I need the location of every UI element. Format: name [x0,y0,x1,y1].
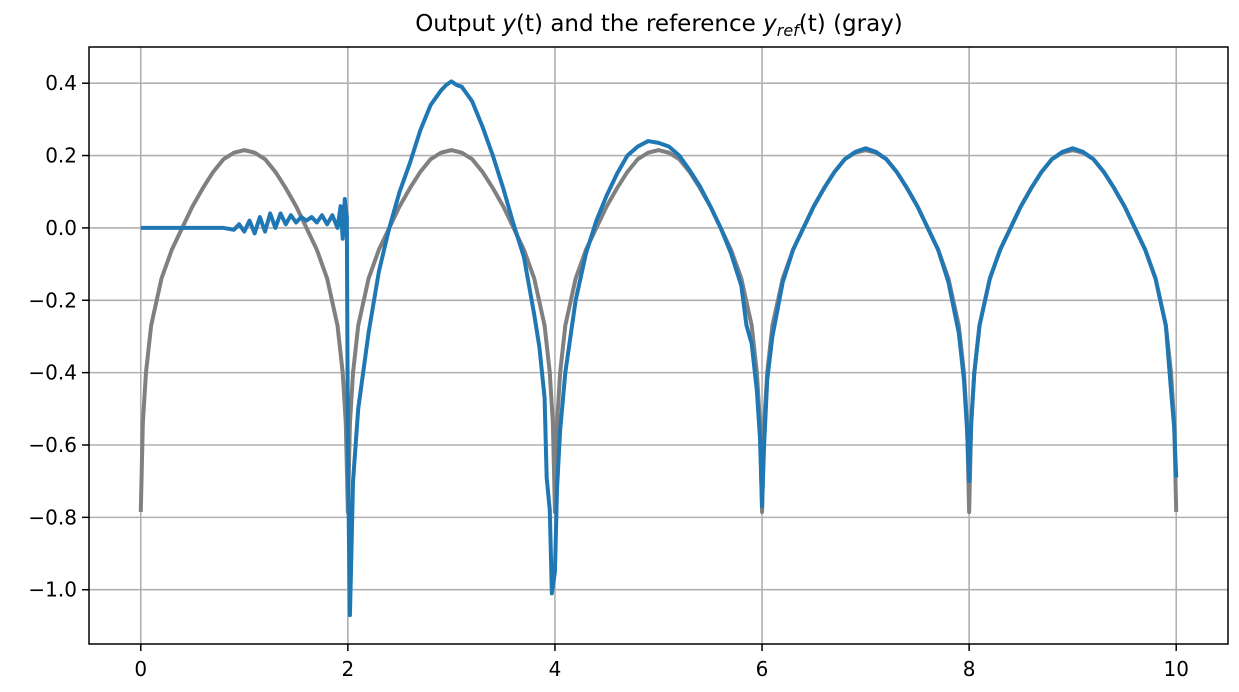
title-yref-var: y [762,11,777,37]
x-tick-label: 8 [963,657,976,681]
series-line-2 [140,79,1179,618]
x-tick-label: 4 [549,657,562,681]
x-tick-label: 10 [1164,657,1189,681]
x-tick-label: 2 [341,657,354,681]
y-tick-label: 0.4 [45,71,77,95]
title-yref-sub: ref [777,21,801,40]
y-tick-label: −0.6 [28,433,77,457]
y-tick-label: −0.8 [28,505,77,529]
y-tick-label: 0.2 [45,144,77,168]
y-tick-label: −0.4 [28,361,77,385]
plot-frame [88,46,1229,645]
y-tick-label: −0.2 [28,288,77,312]
grid [89,47,1228,644]
y-tick-label: 0.0 [45,216,77,240]
series-group [138,79,1179,618]
title-middle: and the reference [543,11,763,37]
chart-title: Output y(t) and the reference yref(t) (g… [415,11,903,40]
title-yref-args: (t) [799,11,826,37]
title-y-var: y [501,11,516,37]
title-suffix: (gray) [826,11,903,37]
x-tick-label: 6 [756,657,769,681]
y-tick-label: −1.0 [28,578,77,602]
axis-ticks: 0 2 4 6 8 10 0.4 0.2 0.0 −0.2 −0.4 −0.6 −0.8 −1.0 [28,71,1189,681]
title-prefix: Output [415,11,502,37]
title-y-args: (t) [516,11,543,37]
x-tick-label: 0 [134,657,147,681]
